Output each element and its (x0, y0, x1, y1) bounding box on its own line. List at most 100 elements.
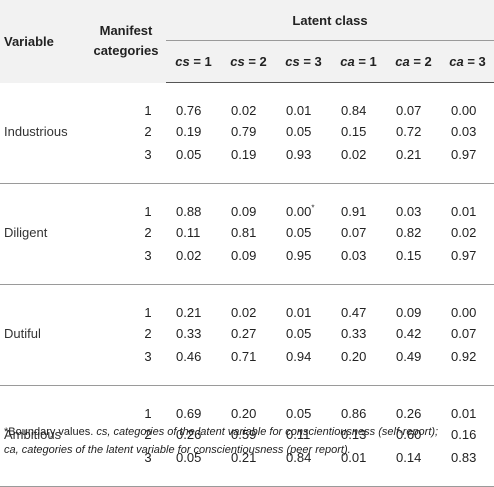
probability-cell: 0.09 (221, 246, 276, 285)
probability-cell: 0.09 (386, 285, 441, 320)
probability-cell: 0.93 (276, 145, 331, 184)
table-row: 1 0.69 0.20 0.05 0.86 0.26 0.01 (0, 386, 494, 422)
variable-name: Industrious (4, 124, 68, 139)
footnote-marker: * (4, 426, 9, 438)
probability-cell: 0.02 (166, 246, 221, 285)
probability-value: 0.07 (451, 326, 477, 341)
class-level: = 3 (299, 54, 322, 69)
table-row: 3 0.05 0.19 0.93 0.02 0.21 0.97 (0, 145, 494, 184)
probability-cell: 0.00* (276, 184, 331, 219)
probability-value: 0.11 (286, 427, 311, 442)
probability-cell: 0.94 (276, 347, 331, 386)
probability-cell: 0.03 (441, 118, 494, 145)
probability-value: 0.07 (396, 103, 422, 118)
class-header-ca-3: ca = 3 (441, 40, 494, 83)
probability-cell: 0.42 (386, 320, 441, 347)
probability-cell: 0.47 (331, 285, 386, 320)
manifest-category: 1 (144, 103, 152, 118)
probability-cell: 0.01 (441, 184, 494, 219)
probability-value: 0.46 (176, 349, 202, 364)
probability-value: 0.02 (176, 248, 202, 263)
probability-cell: 0.86 (331, 386, 386, 421)
probability-cell: 0.20 (221, 386, 276, 421)
probability-cell: 0.26 (386, 386, 441, 421)
probability-value: 0.01 (451, 204, 477, 219)
probability-value: 0.59 (231, 427, 257, 442)
probability-value: 0.72 (396, 124, 422, 139)
probability-cell: 0.05 (276, 386, 331, 421)
probability-value: 0.02 (451, 225, 477, 240)
probability-value: 0.76 (176, 103, 202, 118)
manifest-category: 1 (144, 204, 152, 219)
probability-value: 0.13 (341, 427, 367, 442)
variable-name (0, 347, 86, 386)
probability-cell: 0.92 (441, 347, 494, 386)
table-row: 1 0.76 0.02 0.01 0.84 0.07 0.00 (0, 83, 494, 118)
probability-value: 0.26 (176, 427, 202, 442)
probability-value: 0.60 (396, 427, 422, 442)
probability-cell: 0.95 (276, 246, 331, 285)
probability-value: 0.15 (341, 124, 367, 139)
class-level: = 2 (244, 54, 267, 69)
manifest-category: 2 (144, 225, 152, 240)
table-row: Ambitious 2 0.26 0.59 0.11 0.13 0.60 0.16 (0, 421, 494, 448)
class-var: cs (230, 54, 245, 69)
variable-name: Ambitious (4, 427, 62, 442)
manifest-header-line1: Manifest (99, 23, 153, 39)
table-row: 1 0.88 0.09 0.00* 0.91 0.03 0.01 (0, 184, 494, 219)
probability-value: 0.88 (176, 204, 202, 219)
probability-cell: 0.07 (441, 320, 494, 347)
table-row: Diligent 2 0.11 0.81 0.05 0.07 0.82 0.02 (0, 219, 494, 246)
manifest-category: 1 (144, 406, 152, 421)
probability-cell: 0.27 (221, 320, 276, 347)
probability-cell: 0.81 (221, 219, 276, 246)
probability-value: 0.00 (451, 305, 477, 320)
probability-value: 0.71 (231, 349, 257, 364)
probability-cell: 0.20 (331, 347, 386, 386)
probability-cell: 0.15 (386, 246, 441, 285)
manifest-category: 2 (144, 326, 152, 341)
probability-cell: 0.71 (221, 347, 276, 386)
class-var: ca (449, 54, 464, 69)
probability-value: 0.02 (231, 103, 257, 118)
class-header-row: cs = 1 cs = 2 cs = 3 ca = 1 ca = 2 ca = 3 (0, 40, 494, 83)
probability-value: 0.33 (341, 326, 367, 341)
probability-cell: 0.72 (386, 118, 441, 145)
probability-value: 0.09 (231, 248, 257, 263)
probability-value: 0.07 (341, 225, 367, 240)
probability-cell: 0.91 (331, 184, 386, 219)
table-row: 3 0.46 0.71 0.94 0.20 0.49 0.92 (0, 347, 494, 386)
probability-value: 0.21 (176, 305, 202, 320)
probability-cell: 0.82 (386, 219, 441, 246)
probability-value: 0.05 (176, 450, 202, 465)
probability-value: 0.21 (231, 450, 257, 465)
probability-value: 0.83 (451, 450, 477, 465)
probability-value: 0.94 (286, 349, 312, 364)
probability-cell: 0.01 (441, 386, 494, 421)
class-var: cs (285, 54, 300, 69)
probability-value: 0.00 (451, 103, 477, 118)
probability-value: 0.91 (341, 204, 367, 219)
manifest-category: 3 (86, 246, 166, 285)
table-row: 3 0.02 0.09 0.95 0.03 0.15 0.97 (0, 246, 494, 285)
probability-cell: 0.19 (221, 145, 276, 184)
footnote-ca-definition: ca, categories of the latent variable fo… (4, 444, 351, 456)
manifest-categories-header: Manifest categories (86, 0, 166, 83)
table-row: Industrious 2 0.19 0.79 0.05 0.15 0.72 0.03 (0, 118, 494, 145)
manifest-category: 3 (86, 347, 166, 386)
probability-cell: 0.33 (331, 320, 386, 347)
probability-value: 0.03 (341, 248, 367, 263)
probability-cell: 0.02 (221, 285, 276, 320)
header-row-top: Variable Manifest categories Latent clas… (0, 0, 494, 83)
probability-value: 0.09 (231, 204, 257, 219)
probability-value: 0.97 (451, 147, 477, 162)
probability-value: 0.19 (176, 124, 202, 139)
probability-cell: 0.21 (166, 285, 221, 320)
variable-name (0, 386, 86, 422)
class-header-ca-1: ca = 1 (331, 40, 386, 83)
probability-value: 0.15 (396, 248, 422, 263)
class-header-ca-2: ca = 2 (386, 40, 441, 83)
probability-value: 0.05 (286, 406, 312, 421)
probability-value: 0.03 (396, 204, 422, 219)
manifest-category: 2 (144, 124, 152, 139)
